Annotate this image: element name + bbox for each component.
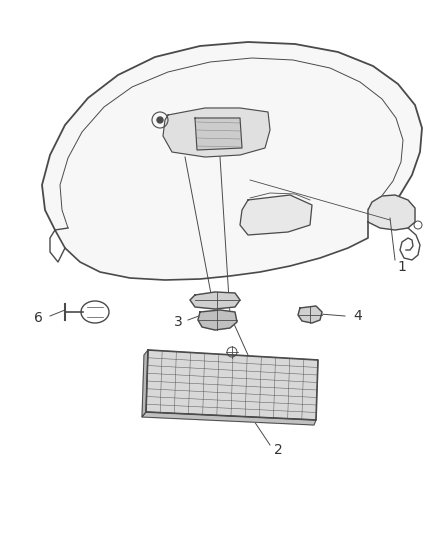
Polygon shape bbox=[195, 118, 242, 150]
Polygon shape bbox=[142, 412, 316, 425]
Text: 3: 3 bbox=[173, 315, 182, 329]
Polygon shape bbox=[198, 310, 237, 330]
Polygon shape bbox=[190, 292, 240, 309]
Text: 4: 4 bbox=[353, 309, 362, 323]
Polygon shape bbox=[240, 195, 312, 235]
Polygon shape bbox=[368, 195, 415, 230]
Polygon shape bbox=[298, 306, 322, 323]
Text: 2: 2 bbox=[274, 443, 283, 457]
Circle shape bbox=[157, 117, 163, 123]
Polygon shape bbox=[42, 42, 422, 280]
Polygon shape bbox=[142, 350, 148, 417]
Text: 6: 6 bbox=[34, 311, 42, 325]
Polygon shape bbox=[146, 350, 318, 420]
Text: 1: 1 bbox=[398, 260, 406, 274]
Polygon shape bbox=[163, 108, 270, 157]
